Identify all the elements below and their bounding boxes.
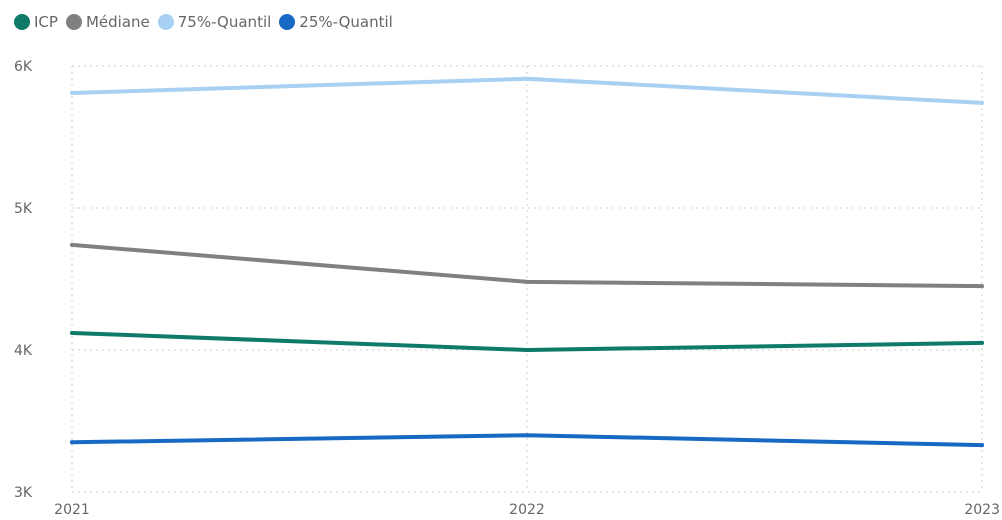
grid-layer: [71, 65, 983, 493]
data-point[interactable]: [525, 76, 529, 81]
x-tick-label: 2022: [509, 502, 545, 518]
y-tick-label: 6K: [14, 59, 33, 75]
data-point[interactable]: [525, 433, 529, 438]
legend-marker-mediane: [65, 14, 82, 30]
data-point[interactable]: [70, 90, 74, 95]
legend: ICP Médiane 75%-Quantil 25%-Quantil: [14, 10, 393, 34]
legend-item-icp[interactable]: ICP: [14, 13, 58, 31]
legend-item-25-quantil[interactable]: 25%-Quantil: [279, 13, 393, 31]
data-point[interactable]: [980, 284, 984, 289]
data-point[interactable]: [980, 340, 984, 345]
y-tick-label: 5K: [14, 201, 33, 217]
data-point[interactable]: [70, 242, 74, 247]
y-tick-label: 3K: [14, 485, 33, 501]
data-point[interactable]: [980, 443, 984, 448]
data-point[interactable]: [525, 348, 529, 352]
series-line-0[interactable]: [70, 330, 984, 352]
legend-label-icp: ICP: [34, 13, 58, 31]
legend-label-75-quantil: 75%-Quantil: [177, 13, 272, 31]
legend-item-mediane[interactable]: Médiane: [65, 13, 150, 31]
x-tick-label: 2021: [54, 502, 90, 518]
legend-label-mediane: Médiane: [85, 13, 150, 31]
axis-layer: 3K 4K 5K 6K 2021 2022 2023: [14, 59, 1000, 518]
data-point[interactable]: [70, 440, 74, 445]
legend-item-75-quantil[interactable]: 75%-Quantil: [157, 13, 272, 31]
series-layer: [70, 76, 984, 448]
data-point[interactable]: [980, 100, 984, 105]
legend-label-25-quantil: 25%-Quantil: [299, 13, 393, 31]
x-tick-label: 2023: [964, 502, 1000, 518]
legend-marker-25-quantil: [279, 14, 296, 30]
y-tick-label: 4K: [14, 343, 33, 359]
data-point[interactable]: [70, 330, 74, 335]
legend-marker-75-quantil: [157, 14, 174, 30]
data-point[interactable]: [525, 279, 529, 284]
legend-marker-icp: [14, 14, 30, 30]
